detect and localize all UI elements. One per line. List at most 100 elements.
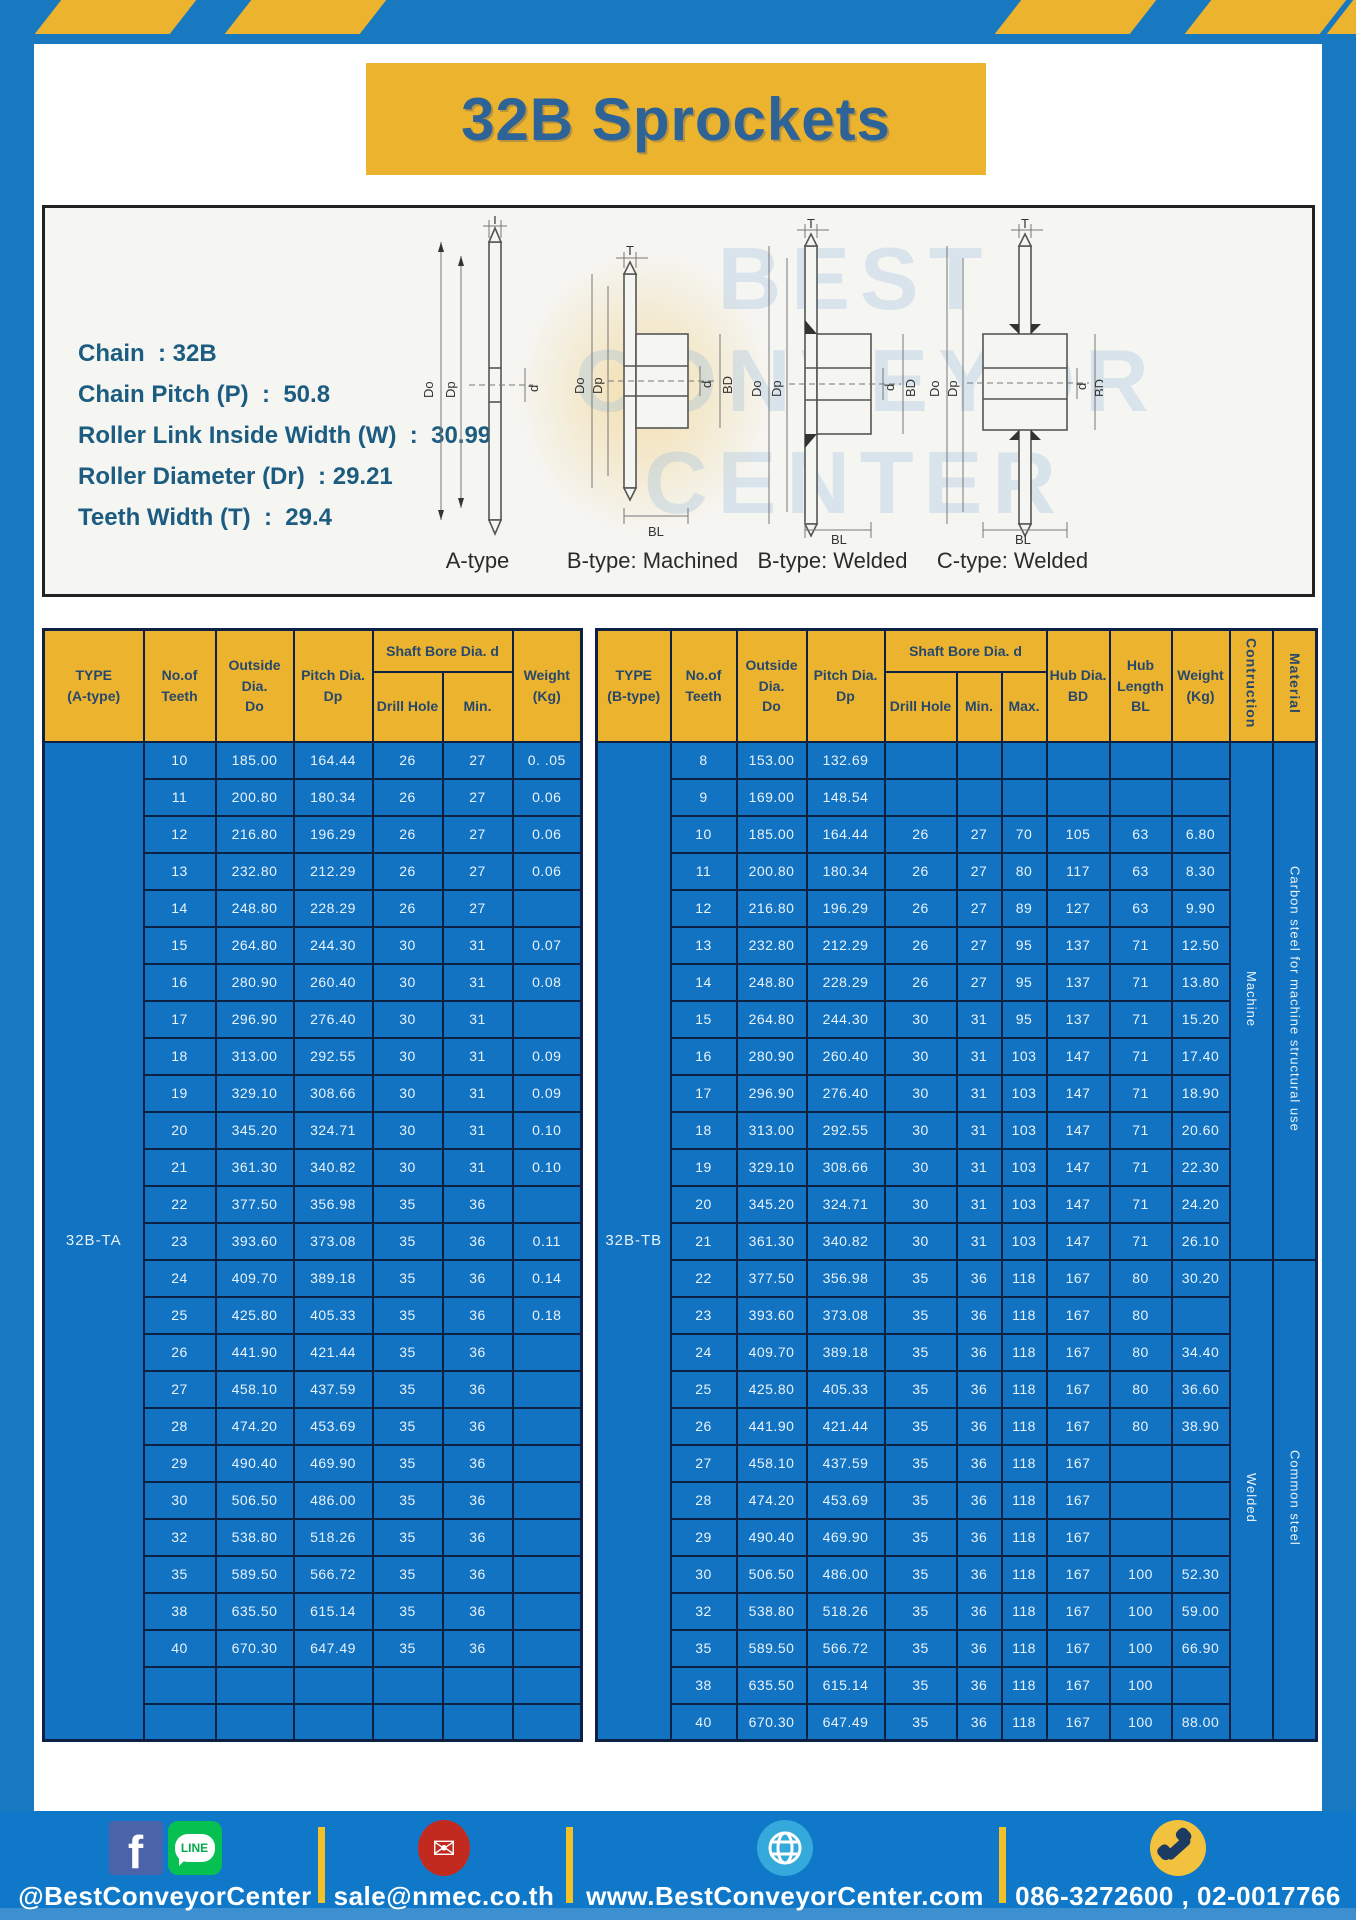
diagram-caption: A-type bbox=[445, 548, 510, 573]
cell-drill-hole: 35 bbox=[371, 1480, 444, 1520]
email-address[interactable]: sale@nmec.co.th bbox=[333, 1881, 555, 1911]
cell-weight: 0.06 bbox=[511, 777, 583, 817]
col-header-shaft-bore: Shaft Bore Dia. d bbox=[883, 628, 1048, 673]
svg-text:d: d bbox=[1074, 383, 1089, 390]
col-header-pitch-dia: Pitch Dia. Dp bbox=[292, 628, 374, 743]
cell-hub-length: 71 bbox=[1108, 1221, 1173, 1261]
cell-outside-dia: 458.10 bbox=[214, 1369, 295, 1409]
table-row: 30 506.50 486.00 35 36 118 167 100 52.30 bbox=[597, 1554, 1317, 1594]
line-icon[interactable]: LINE bbox=[167, 1821, 222, 1875]
cell-outside-dia: 232.80 bbox=[214, 851, 295, 891]
cell-min: 27 bbox=[441, 777, 514, 817]
cell-outside-dia: 313.00 bbox=[214, 1036, 295, 1076]
table-row: 15 264.80 244.30 30 31 0.07 bbox=[44, 925, 583, 965]
cell-teeth: 26 bbox=[142, 1332, 217, 1372]
cell-max: 103 bbox=[1000, 1110, 1048, 1150]
cell-weight: 12.50 bbox=[1170, 925, 1231, 965]
cell-drill-hole: 26 bbox=[883, 814, 958, 854]
cell-hub-dia: 167 bbox=[1045, 1665, 1111, 1705]
cell-weight: 26.10 bbox=[1170, 1221, 1231, 1261]
cell-teeth: 13 bbox=[669, 925, 738, 965]
cell-hub-length bbox=[1108, 1517, 1173, 1557]
cell-outside-dia: 425.80 bbox=[735, 1369, 808, 1409]
diagram-caption: B-type: Welded bbox=[757, 548, 908, 573]
cell-hub-dia: 167 bbox=[1045, 1702, 1111, 1742]
cell-weight: 0.09 bbox=[511, 1073, 583, 1113]
svg-text:BD: BD bbox=[1092, 379, 1103, 397]
cell-min: 36 bbox=[955, 1702, 1003, 1742]
table-row: 18 313.00 292.55 30 31 0.09 bbox=[44, 1036, 583, 1076]
cell-weight: 0.06 bbox=[511, 814, 583, 854]
phone-icon[interactable] bbox=[1150, 1820, 1206, 1876]
col-header-pitch-dia: Pitch Dia. Dp bbox=[805, 628, 886, 743]
cell-min: 31 bbox=[955, 1221, 1003, 1261]
cell-hub-dia bbox=[1045, 740, 1111, 780]
cell-drill-hole: 35 bbox=[371, 1628, 444, 1668]
cell-pitch-dia: 228.29 bbox=[805, 962, 886, 1002]
cell-hub-dia: 167 bbox=[1045, 1258, 1111, 1298]
cell-pitch-dia bbox=[292, 1702, 374, 1742]
cell-hub-length: 80 bbox=[1108, 1369, 1173, 1409]
cell-outside-dia: 490.40 bbox=[214, 1443, 295, 1483]
cell-teeth: 28 bbox=[142, 1406, 217, 1446]
cell-drill-hole: 30 bbox=[371, 962, 444, 1002]
cell-max: 103 bbox=[1000, 1073, 1048, 1113]
table-row: 14 248.80 228.29 26 27 95 137 71 13.80 bbox=[597, 962, 1317, 1002]
cell-hub-length: 80 bbox=[1108, 1332, 1173, 1372]
table-row: 28 474.20 453.69 35 36 118 167 bbox=[597, 1480, 1317, 1520]
table-row: 35 589.50 566.72 35 36 bbox=[44, 1554, 583, 1594]
cell-outside-dia: 474.20 bbox=[735, 1480, 808, 1520]
website-url[interactable]: www.BestConveyorCenter.com bbox=[586, 1881, 984, 1911]
cell-weight bbox=[1170, 1295, 1231, 1335]
cell-hub-length: 71 bbox=[1108, 1036, 1173, 1076]
title-banner: 32B Sprockets bbox=[366, 63, 986, 175]
spec-teeth-width: Teeth Width (T) : 29.4 bbox=[78, 504, 333, 531]
cell-weight: 13.80 bbox=[1170, 962, 1231, 1002]
table-row: 14 248.80 228.29 26 27 bbox=[44, 888, 583, 928]
col-header-drill-hole: Drill Hole bbox=[883, 670, 958, 743]
cell-outside-dia: 216.80 bbox=[735, 888, 808, 928]
cell-drill-hole: 30 bbox=[883, 1184, 958, 1224]
cell-hub-dia: 147 bbox=[1045, 1184, 1111, 1224]
cell-weight: 34.40 bbox=[1170, 1332, 1231, 1372]
cell-outside-dia: 506.50 bbox=[735, 1554, 808, 1594]
cell-hub-length: 80 bbox=[1108, 1258, 1173, 1298]
diagram-caption: B-type: Machined bbox=[566, 548, 739, 573]
cell-min: 36 bbox=[441, 1184, 514, 1224]
cell-min: 36 bbox=[441, 1554, 514, 1594]
col-header-teeth: No.of Teeth bbox=[142, 628, 217, 743]
cell-teeth: 30 bbox=[142, 1480, 217, 1520]
globe-icon[interactable] bbox=[757, 1820, 813, 1876]
cell-teeth: 21 bbox=[142, 1147, 217, 1187]
cell-drill-hole: 35 bbox=[371, 1221, 444, 1261]
cell-weight: 6.80 bbox=[1170, 814, 1231, 854]
cell-outside-dia: 232.80 bbox=[735, 925, 808, 965]
cell-outside-dia: 409.70 bbox=[214, 1258, 295, 1298]
cell-teeth: 19 bbox=[142, 1073, 217, 1113]
cell-drill-hole: 30 bbox=[371, 1036, 444, 1076]
phone-numbers[interactable]: 086-3272600 , 02-0017766 bbox=[1015, 1881, 1341, 1911]
cell-outside-dia: 313.00 bbox=[735, 1110, 808, 1150]
cell-min: 27 bbox=[955, 925, 1003, 965]
cell-weight bbox=[1170, 1480, 1231, 1520]
cell-pitch-dia: 164.44 bbox=[292, 740, 374, 780]
social-handle[interactable]: @BestConveyorCenter bbox=[18, 1881, 312, 1911]
cell-drill-hole: 30 bbox=[371, 999, 444, 1039]
cell-weight: 0.07 bbox=[511, 925, 583, 965]
cell-min: 36 bbox=[955, 1258, 1003, 1298]
cell-hub-length: 71 bbox=[1108, 1073, 1173, 1113]
cell-teeth: 17 bbox=[669, 1073, 738, 1113]
cell-max: 95 bbox=[1000, 925, 1048, 965]
cell-hub-dia: 147 bbox=[1045, 1036, 1111, 1076]
cell-outside-dia: 635.50 bbox=[214, 1591, 295, 1631]
mail-icon[interactable]: ✉ bbox=[418, 1820, 470, 1876]
cell-drill-hole: 30 bbox=[883, 1036, 958, 1076]
material-cell: Common steel bbox=[1271, 1258, 1318, 1742]
svg-text:Dp: Dp bbox=[443, 381, 458, 398]
facebook-icon[interactable]: f bbox=[108, 1821, 163, 1875]
header-stripe bbox=[994, 0, 1157, 34]
cell-pitch-dia: 276.40 bbox=[292, 999, 374, 1039]
cell-min: 36 bbox=[955, 1665, 1003, 1705]
cell-drill-hole: 35 bbox=[883, 1591, 958, 1631]
cell-hub-length: 100 bbox=[1108, 1554, 1173, 1594]
